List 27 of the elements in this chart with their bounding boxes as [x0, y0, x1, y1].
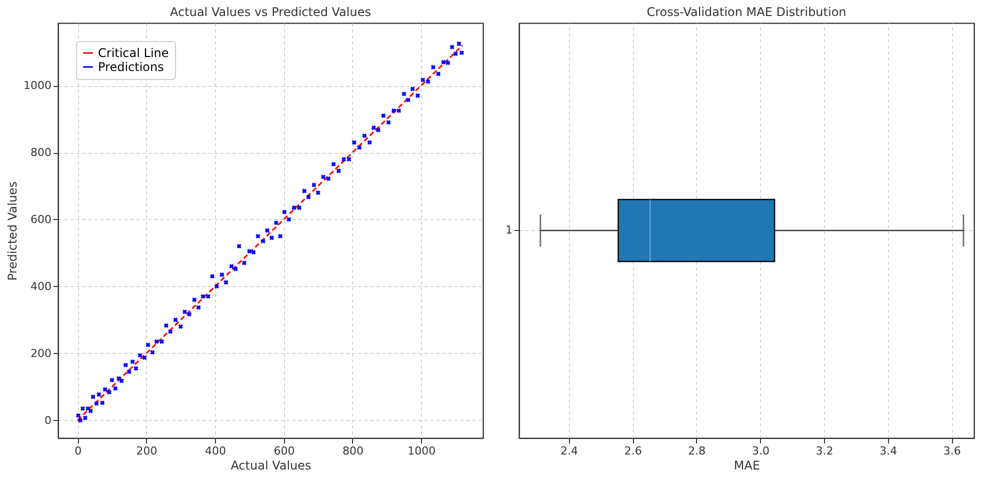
- x-tick-label: 400: [205, 444, 226, 458]
- y-tick-label: 1: [506, 224, 512, 236]
- y-tick-label: 800: [30, 146, 52, 160]
- y-axis-title: Predicted Values: [6, 181, 20, 281]
- legend-label: Critical Line: [98, 46, 169, 60]
- y-tick-label: 600: [30, 212, 52, 226]
- x-tick-label: 3.2: [816, 444, 834, 458]
- chart-title: Cross-Validation MAE Distribution: [646, 5, 846, 19]
- y-tick-label: 400: [30, 280, 52, 293]
- x-tick-label: 1000: [408, 444, 436, 458]
- x-tick-label: 3.4: [880, 444, 898, 458]
- x-axis-title: Actual Values: [230, 458, 312, 472]
- x-axis-title: MAE: [734, 458, 760, 472]
- x-tick-label: 600: [274, 444, 295, 458]
- y-tick-label: 200: [30, 346, 52, 360]
- y-tick-label: 0: [44, 414, 52, 427]
- y-tick-label: 1000: [24, 79, 52, 92]
- x-tick-label: 3.6: [943, 444, 961, 458]
- x-tick-label: 0: [74, 444, 82, 458]
- x-tick-label: 200: [136, 444, 158, 458]
- chart-title: Actual Values vs Predicted Values: [170, 5, 371, 19]
- x-tick-label: 2.6: [624, 444, 642, 458]
- x-tick-label: 800: [342, 444, 364, 458]
- x-tick-label: 2.8: [688, 444, 706, 458]
- legend-label: Predictions: [98, 60, 164, 74]
- x-tick-label: 3.0: [752, 444, 770, 458]
- x-tick-label: 2.4: [560, 444, 578, 458]
